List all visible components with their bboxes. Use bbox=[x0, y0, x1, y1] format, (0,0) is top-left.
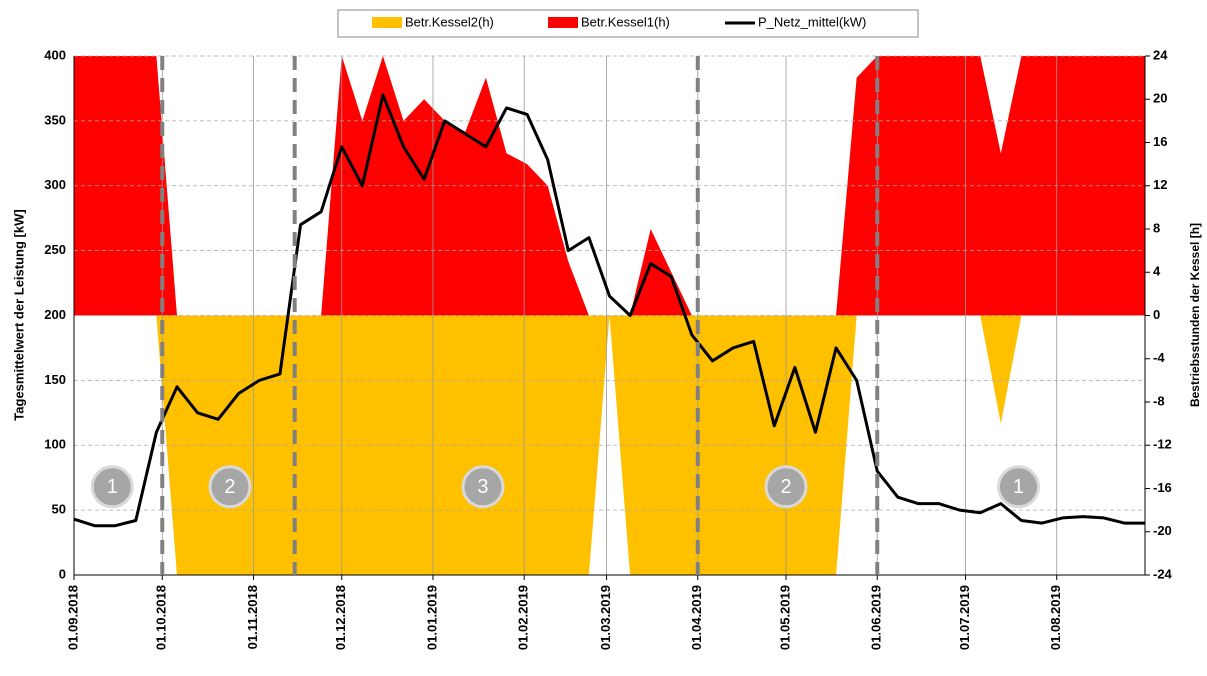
legend-swatch bbox=[372, 17, 402, 28]
y2-tick-label: 8 bbox=[1153, 220, 1160, 235]
x-tick-label: 01.08.2019 bbox=[1048, 585, 1063, 650]
legend-label: P_Netz_mittel(kW) bbox=[758, 14, 866, 29]
legend-label: Betr.Kessel2(h) bbox=[405, 14, 494, 29]
annotation: 1 bbox=[1013, 476, 1024, 498]
annotation: 3 bbox=[477, 476, 488, 498]
y-tick-label: 100 bbox=[44, 437, 66, 452]
legend-swatch bbox=[548, 17, 578, 28]
y-tick-label: 0 bbox=[59, 566, 66, 581]
x-tick-label: 01.03.2019 bbox=[598, 585, 613, 650]
x-tick-label: 01.10.2018 bbox=[154, 585, 169, 650]
x-tick-label: 01.05.2019 bbox=[777, 585, 792, 650]
y-axis-label: Tagesmittelwert der Leistung [kW] bbox=[11, 209, 26, 420]
y2-tick-label: 20 bbox=[1153, 91, 1167, 106]
annotation-circle bbox=[461, 465, 505, 509]
annotation-circle bbox=[764, 465, 808, 509]
y-tick-label: 200 bbox=[44, 307, 66, 322]
x-tick-label: 01.11.2018 bbox=[245, 585, 260, 649]
y2-tick-label: -8 bbox=[1153, 393, 1165, 408]
annotation-circle bbox=[90, 465, 134, 509]
y-tick-label: 350 bbox=[44, 112, 66, 127]
x-tick-label: 01.12.2018 bbox=[333, 585, 348, 650]
y2-tick-label: 4 bbox=[1153, 264, 1161, 279]
y2-tick-label: 16 bbox=[1153, 134, 1167, 149]
annotation: 1 bbox=[107, 476, 118, 498]
y2-axis-label: Bestriebsstunden der Kessel [h] bbox=[1188, 223, 1202, 407]
x-tick-label: 01.09.2018 bbox=[65, 585, 80, 650]
y2-tick-label: -24 bbox=[1153, 566, 1173, 581]
y2-tick-label: -20 bbox=[1153, 523, 1172, 538]
y-tick-label: 400 bbox=[44, 47, 66, 62]
annotation: 2 bbox=[780, 476, 791, 498]
x-tick-label: 01.07.2019 bbox=[957, 585, 972, 650]
y2-tick-label: 12 bbox=[1153, 177, 1167, 192]
annotation-circle bbox=[996, 465, 1040, 509]
y-tick-label: 150 bbox=[44, 372, 66, 387]
legend-label: Betr.Kessel1(h) bbox=[581, 14, 670, 29]
y-tick-label: 50 bbox=[52, 502, 66, 517]
x-tick-label: 01.01.2019 bbox=[424, 585, 439, 650]
legend-box bbox=[337, 9, 919, 38]
y-tick-label: 250 bbox=[44, 242, 66, 257]
y2-tick-label: -4 bbox=[1153, 350, 1165, 365]
y2-tick-label: -16 bbox=[1153, 480, 1172, 495]
y-tick-label: 300 bbox=[44, 177, 66, 192]
x-tick-label: 01.06.2019 bbox=[869, 585, 884, 650]
annotation-circle bbox=[208, 465, 252, 509]
annotation: 2 bbox=[224, 476, 235, 498]
y2-tick-label: 0 bbox=[1153, 307, 1160, 322]
line bbox=[73, 93, 1145, 528]
y2-tick-label: -12 bbox=[1153, 437, 1172, 452]
x-tick-label: 01.02.2019 bbox=[516, 585, 531, 650]
y2-tick-label: 24 bbox=[1153, 47, 1168, 62]
x-tick-label: 01.04.2019 bbox=[689, 585, 704, 650]
